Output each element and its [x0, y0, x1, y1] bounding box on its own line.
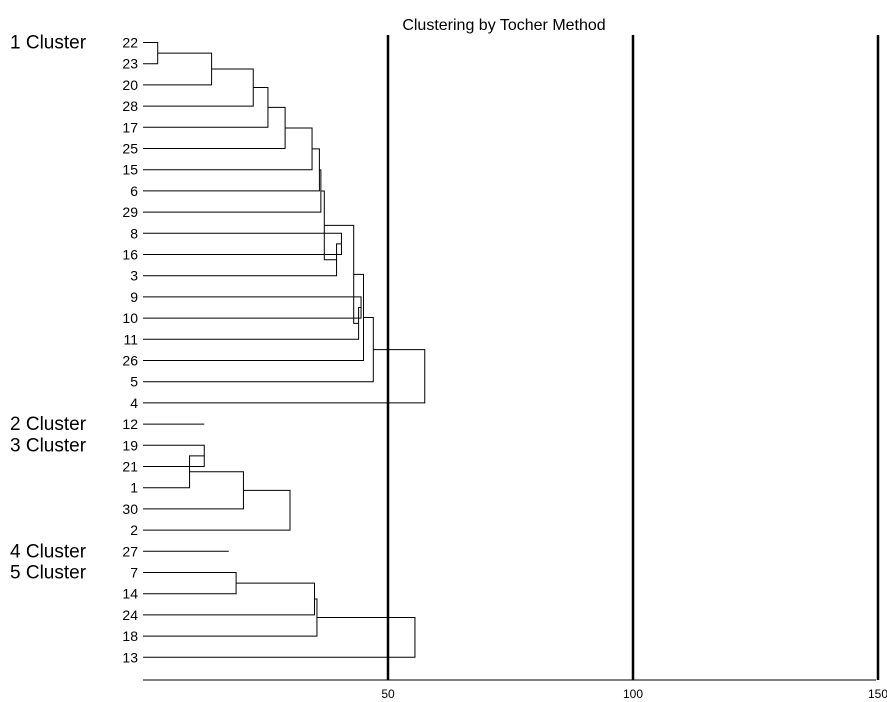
- leaf-label: 30: [122, 501, 138, 517]
- dendrogram-link: [143, 598, 318, 637]
- dendrogram-link: [143, 243, 342, 277]
- dendrogram-link: [143, 232, 342, 255]
- leaf-label: 12: [122, 416, 138, 432]
- leaf-label: 13: [122, 649, 138, 665]
- dendrogram-link: [143, 273, 364, 361]
- dendrogram-link: [143, 42, 159, 65]
- x-tick-label: 150: [868, 687, 887, 701]
- dendrogram-link: [143, 617, 416, 658]
- leaf-label: 25: [122, 141, 138, 157]
- cluster-label: 3 Cluster: [10, 435, 87, 456]
- leaf-label: 27: [122, 543, 138, 559]
- dendrogram-link: [143, 52, 213, 86]
- dendrogram-link: [143, 68, 254, 107]
- leaf-label: 9: [130, 289, 138, 305]
- cluster-label: 4 Cluster: [10, 541, 87, 562]
- cluster-label: 1 Cluster: [10, 33, 87, 54]
- dendrogram-link: [143, 106, 286, 149]
- leaf-label: 18: [122, 628, 138, 644]
- leaf-label: 24: [122, 607, 138, 623]
- x-tick-labels: 50 100 150: [381, 687, 887, 701]
- chart-title: Clustering by Tocher Method: [402, 17, 605, 34]
- dendrogram-link: [143, 582, 315, 616]
- leaf-label: 14: [122, 586, 138, 602]
- leaf-label: 22: [122, 35, 138, 51]
- leaf-label: 23: [122, 56, 138, 72]
- dendrogram-links: [143, 42, 426, 658]
- leaf-label: 29: [122, 204, 138, 220]
- x-tick-label: 50: [381, 687, 395, 701]
- leaf-label: 4: [130, 395, 138, 411]
- leaf-label: 8: [130, 225, 138, 241]
- leaf-label: 5: [130, 374, 138, 390]
- leaf-label: 19: [122, 437, 138, 453]
- leaf-label: 20: [122, 77, 138, 93]
- leaf-label: 3: [130, 268, 138, 284]
- leaf-labels: 22 23 20 28 17 25 15 6 29 8 16 3 9 10 11 26 5 4 12 19 21 1 30 2…: [122, 35, 138, 666]
- leaf-label: 2: [130, 522, 138, 538]
- dendrogram-link: [143, 307, 362, 340]
- dendrogram-link: [143, 87, 269, 128]
- leaf-label: 16: [122, 247, 138, 263]
- cluster-label: 5 Cluster: [10, 563, 87, 584]
- x-tick-label: 100: [623, 687, 643, 701]
- dendrogram-link: [143, 296, 362, 319]
- leaf-label: 11: [123, 331, 138, 347]
- leaf-label: 10: [122, 310, 138, 326]
- leaf-label: 15: [122, 162, 138, 178]
- dendrogram-link: [143, 572, 237, 595]
- leaf-label: 28: [122, 98, 138, 114]
- leaf-label: 1: [130, 480, 138, 496]
- dendrogram-link: [143, 471, 244, 510]
- leaf-label: 26: [122, 353, 138, 369]
- leaf-label: 21: [122, 459, 138, 475]
- cluster-label: 2 Cluster: [10, 414, 87, 435]
- dendrogram-link: [143, 489, 291, 531]
- leaf-label: 6: [130, 183, 138, 199]
- leaf-label: 7: [130, 565, 138, 581]
- leaf-label: 17: [122, 119, 138, 135]
- reference-lines: [386, 35, 880, 680]
- dendrogram-link: [143, 316, 374, 383]
- dendrogram-link: [143, 349, 426, 404]
